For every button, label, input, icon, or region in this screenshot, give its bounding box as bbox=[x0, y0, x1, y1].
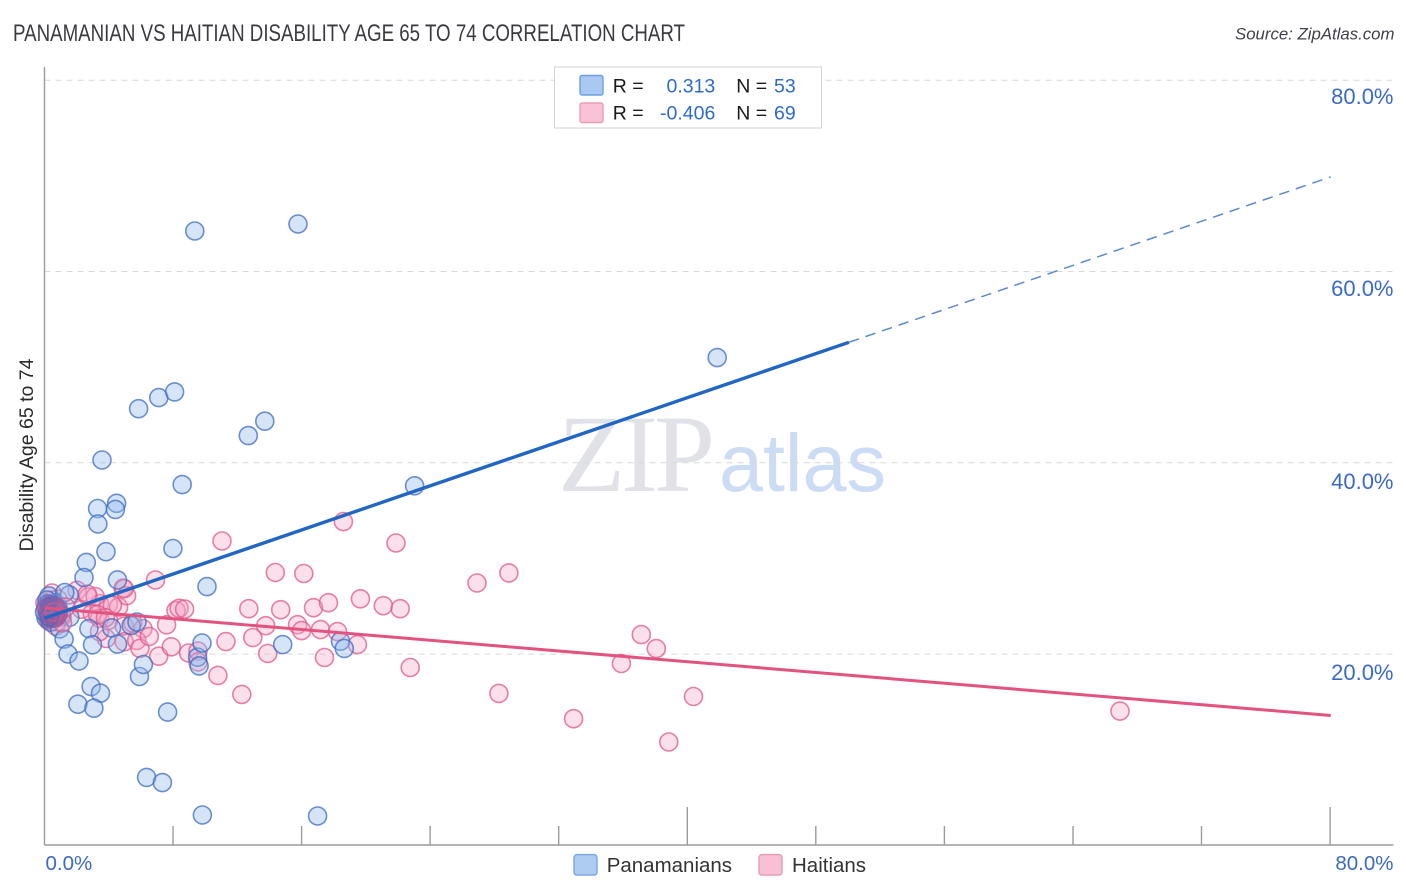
svg-text:69: 69 bbox=[774, 103, 796, 125]
svg-text:80.0%: 80.0% bbox=[1331, 84, 1393, 109]
svg-text:-0.406: -0.406 bbox=[660, 103, 715, 125]
svg-text:atlas: atlas bbox=[719, 418, 886, 509]
svg-text:Haitians: Haitians bbox=[792, 854, 866, 877]
svg-text:53: 53 bbox=[774, 76, 796, 98]
svg-text:Disability Age 65 to 74: Disability Age 65 to 74 bbox=[16, 358, 38, 551]
svg-text:ZIP: ZIP bbox=[558, 393, 715, 515]
svg-text:0.0%: 0.0% bbox=[46, 852, 93, 875]
svg-text:80.0%: 80.0% bbox=[1335, 852, 1393, 875]
svg-text:R =: R = bbox=[613, 103, 644, 125]
svg-text:N =: N = bbox=[736, 103, 767, 125]
svg-text:PANAMANIAN VS HAITIAN DISABILI: PANAMANIAN VS HAITIAN DISABILITY AGE 65 … bbox=[13, 20, 685, 47]
svg-text:20.0%: 20.0% bbox=[1331, 660, 1393, 685]
svg-text:40.0%: 40.0% bbox=[1331, 469, 1393, 494]
svg-text:Source: ZipAtlas.com: Source: ZipAtlas.com bbox=[1235, 25, 1395, 44]
svg-text:R =: R = bbox=[613, 76, 644, 98]
svg-text:Panamanians: Panamanians bbox=[607, 854, 732, 877]
svg-text:N =: N = bbox=[736, 76, 767, 98]
svg-text:60.0%: 60.0% bbox=[1331, 276, 1393, 301]
svg-text:0.313: 0.313 bbox=[666, 76, 715, 98]
